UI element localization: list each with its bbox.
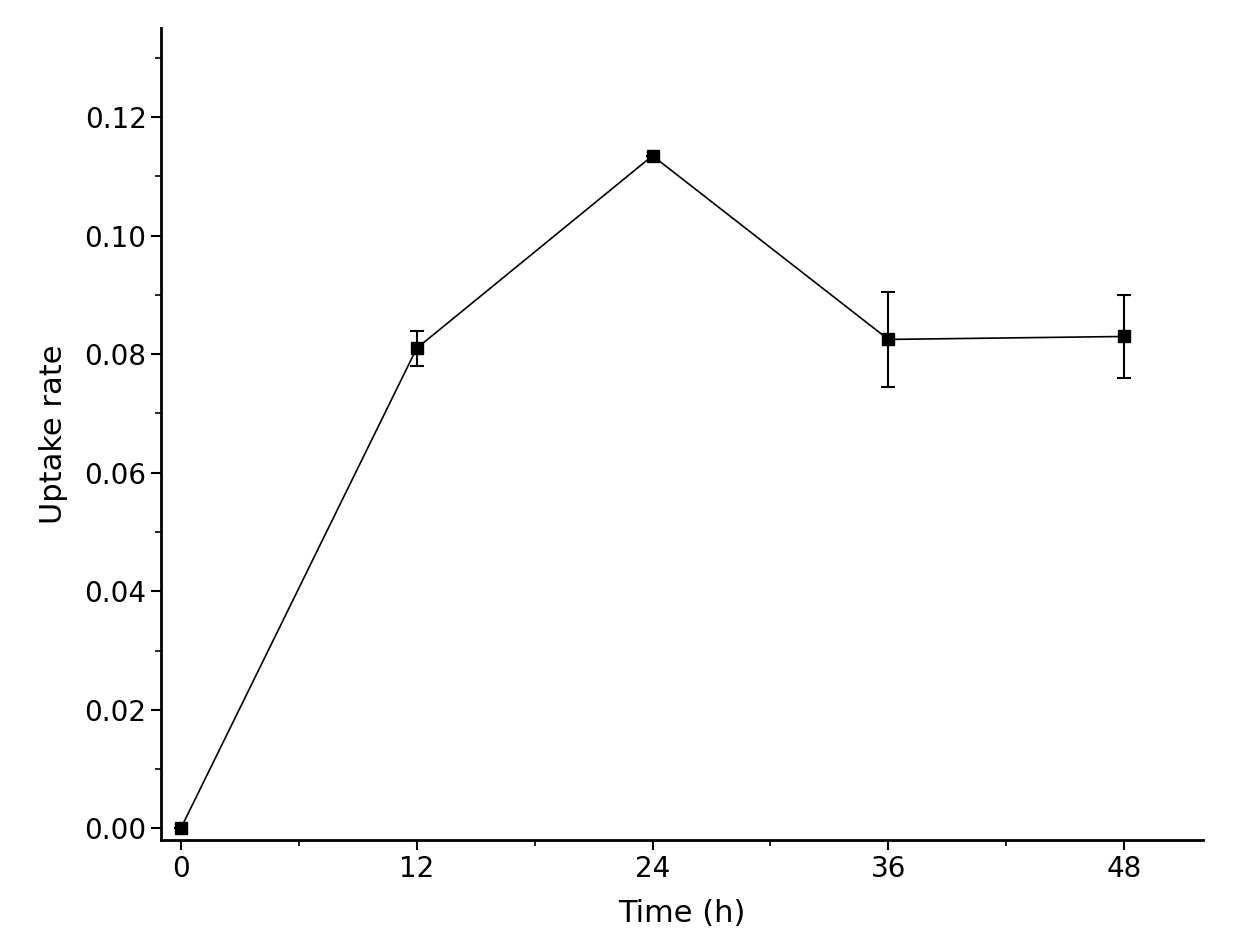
X-axis label: Time (h): Time (h): [619, 900, 745, 928]
Y-axis label: Uptake rate: Uptake rate: [38, 345, 68, 524]
